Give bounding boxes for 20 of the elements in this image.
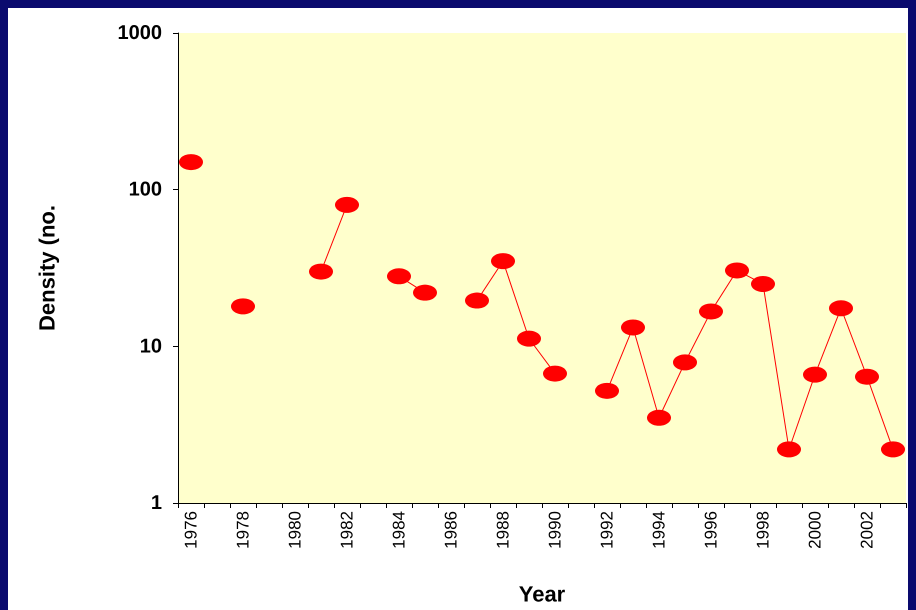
x-tick-label: 1994 bbox=[650, 511, 668, 549]
x-tick-label: 2000 bbox=[806, 511, 824, 549]
x-tick-label: 1978 bbox=[234, 511, 252, 549]
x-tick-label: 1990 bbox=[546, 511, 564, 549]
y-tick-label: 1 bbox=[150, 492, 162, 514]
x-tick-label: 1986 bbox=[442, 511, 460, 549]
x-tick-label: 1996 bbox=[702, 511, 720, 549]
y-tick-label: 100 bbox=[128, 178, 162, 201]
x-tick-label: 1984 bbox=[390, 511, 408, 549]
x-axis-title: Year bbox=[518, 582, 566, 606]
x-tick-label: 1988 bbox=[494, 511, 512, 549]
y-axis-title: Density (no. bbox=[34, 205, 60, 331]
x-tick-label: 1992 bbox=[598, 511, 616, 549]
x-tick-label: 1982 bbox=[338, 511, 356, 549]
x-tick-label: 1976 bbox=[182, 511, 200, 549]
y-tick-label: 1000 bbox=[118, 22, 162, 44]
x-tick-label: 2002 bbox=[858, 511, 876, 549]
x-tick-label: 1998 bbox=[754, 511, 772, 549]
y-tick-label: 10 bbox=[140, 335, 162, 358]
x-tick-label: 1980 bbox=[286, 511, 304, 549]
